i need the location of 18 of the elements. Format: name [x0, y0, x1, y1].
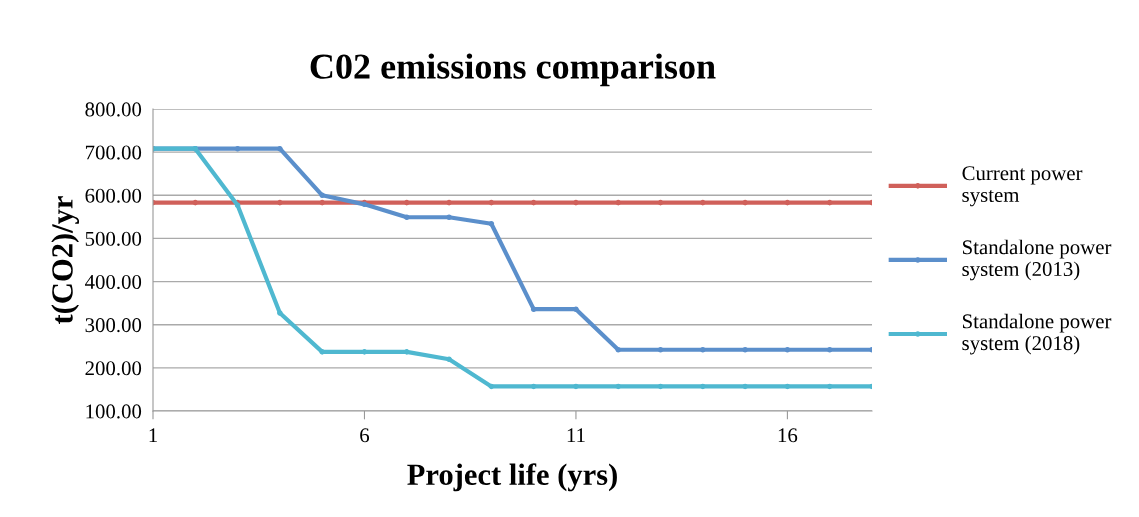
y-tick-label: 200.00 — [85, 361, 142, 376]
legend-label: Current power system — [962, 166, 1083, 207]
legend-label: Standalone power system (2018) — [962, 313, 1112, 355]
y-tick-label: 800.00 — [85, 102, 142, 117]
y-tick-label: 700.00 — [85, 145, 142, 160]
x-tick-label: 1 — [149, 428, 157, 443]
chart-title: C02 emissions comparison — [310, 53, 716, 87]
x-tick-label: 16 — [778, 428, 798, 443]
y-tick-label: 600.00 — [85, 188, 142, 203]
x-tick-label: 11 — [567, 428, 585, 443]
y-tick-label: 400.00 — [85, 274, 142, 290]
legend-label: Standalone power system (2013) — [962, 239, 1112, 281]
x-axis-title: Project life (yrs) — [407, 463, 617, 492]
y-tick-label: 300.00 — [85, 318, 142, 333]
y-tick-label: 500.00 — [85, 231, 142, 246]
x-tick-label: 6 — [360, 428, 370, 443]
y-axis-title: t(CO2)/yr — [51, 196, 80, 324]
y-tick-label: 100.00 — [86, 404, 142, 419]
